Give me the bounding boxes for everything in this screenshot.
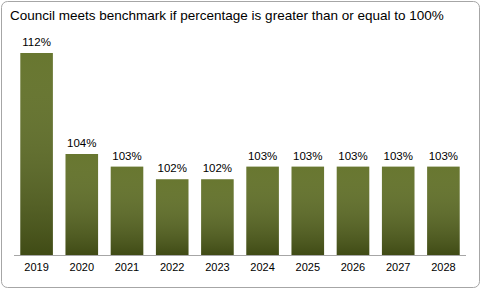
data-label: 104% xyxy=(67,137,96,149)
bars xyxy=(20,53,459,255)
x-tick-label: 2020 xyxy=(70,261,94,273)
chart-title: Council meets benchmark if percentage is… xyxy=(10,8,444,23)
chart-container: Council meets benchmark if percentage is… xyxy=(0,0,481,289)
bar xyxy=(201,179,234,255)
bar-shade xyxy=(337,167,370,255)
bar-shade xyxy=(292,167,325,255)
chart: Council meets benchmark if percentage is… xyxy=(0,0,481,289)
bar xyxy=(20,53,53,255)
data-label: 103% xyxy=(429,150,458,162)
bar-shade xyxy=(20,53,53,255)
x-tick-label: 2025 xyxy=(296,261,320,273)
bar-shade xyxy=(427,167,460,255)
bar-shade xyxy=(66,154,99,255)
bar xyxy=(382,167,415,255)
bar xyxy=(427,167,460,255)
bar-shade xyxy=(156,179,189,255)
chart-frame xyxy=(2,2,480,288)
bar-shade xyxy=(111,167,144,255)
data-label: 102% xyxy=(203,162,232,174)
data-label: 112% xyxy=(22,36,51,48)
bar xyxy=(156,179,189,255)
x-axis: 2019 2020 2021 2022 2023 2024 2025 2026 2027 2028 xyxy=(14,256,466,274)
data-labels: 112% 104% 103% 102% 102% 103% 103% 103% 103% 103% xyxy=(22,36,458,174)
x-tick-label: 2022 xyxy=(160,261,184,273)
data-label: 102% xyxy=(157,162,186,174)
x-tick-label: 2026 xyxy=(341,261,365,273)
bar-shade xyxy=(382,167,415,255)
x-tick-label: 2027 xyxy=(386,261,410,273)
x-tick-label: 2028 xyxy=(431,261,455,273)
x-tick-label: 2021 xyxy=(115,261,139,273)
x-axis-line xyxy=(14,255,466,256)
data-label: 103% xyxy=(248,150,277,162)
x-tick-label: 2019 xyxy=(24,261,48,273)
x-tick-label: 2023 xyxy=(205,261,229,273)
bar xyxy=(292,167,325,255)
bar-shade xyxy=(201,179,234,255)
data-label: 103% xyxy=(293,150,322,162)
bar-shade xyxy=(246,167,279,255)
bar xyxy=(66,154,99,255)
data-label: 103% xyxy=(112,150,141,162)
bar xyxy=(111,167,144,255)
data-label: 103% xyxy=(338,150,367,162)
data-label: 103% xyxy=(383,150,412,162)
bar xyxy=(337,167,370,255)
x-tick-label: 2024 xyxy=(250,261,274,273)
bar xyxy=(246,167,279,255)
